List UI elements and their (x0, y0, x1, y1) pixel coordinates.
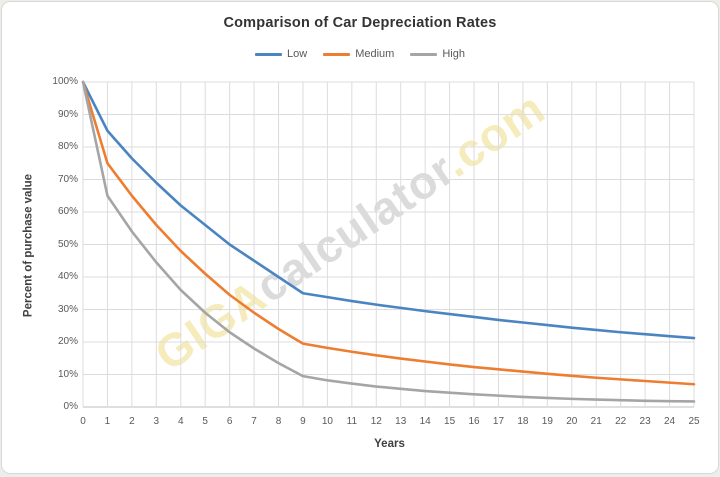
chart-title: Comparison of Car Depreciation Rates (223, 15, 497, 31)
legend-line-swatch-medium (323, 52, 351, 56)
legend-item-medium: Medium (323, 48, 394, 60)
legend-item-high: High (410, 48, 465, 60)
legend-line-swatch-low (255, 52, 283, 56)
legend-label-medium: Medium (355, 48, 395, 60)
series-line-medium (81, 80, 696, 386)
series-line-low (81, 80, 696, 340)
legend-item-low: Low (255, 48, 307, 60)
chart-legend: Low Medium High (2, 48, 718, 60)
y-axis-title: Percent of purchase value (22, 173, 35, 318)
legend-label-high: High (442, 48, 465, 60)
legend-label-low: Low (287, 48, 308, 60)
x-axis-title: Years (374, 438, 405, 450)
series-line-high (81, 80, 696, 403)
legend-line-swatch-high (410, 52, 438, 56)
